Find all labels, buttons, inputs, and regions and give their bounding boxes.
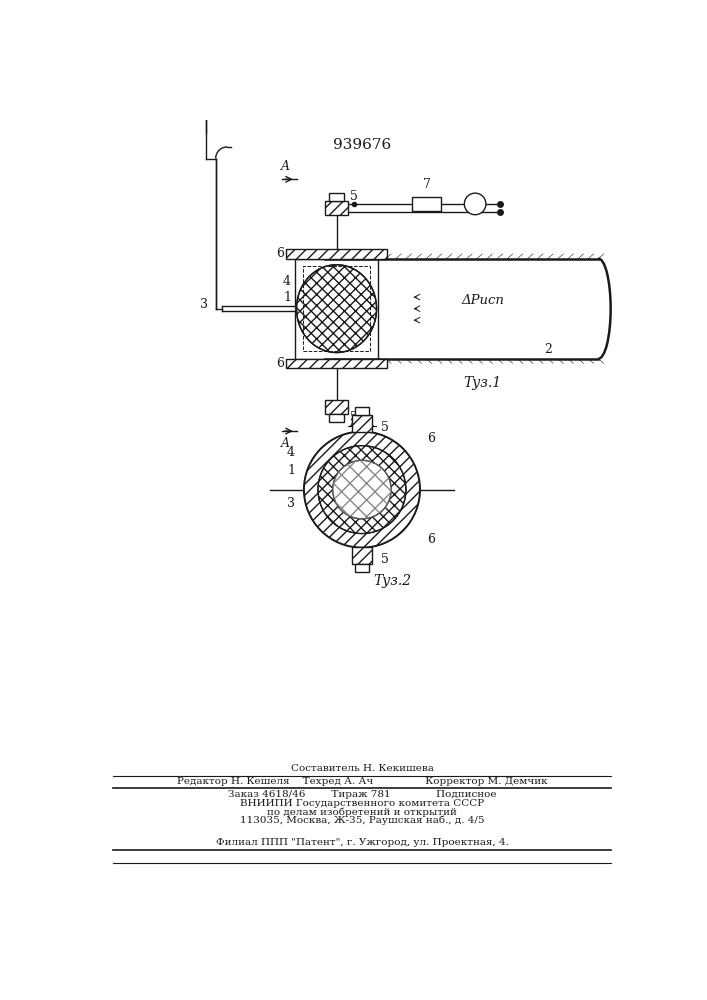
Text: ΔPисп: ΔPисп	[462, 294, 504, 307]
Text: 113035, Москва, Ж-35, Раушская наб., д. 4/5: 113035, Москва, Ж-35, Раушская наб., д. …	[240, 816, 484, 825]
Bar	[355, 407, 369, 415]
Bar	[352, 547, 372, 564]
Text: S: S	[333, 403, 340, 412]
Text: S: S	[358, 551, 366, 561]
Bar	[329, 193, 344, 201]
Bar	[325, 201, 348, 215]
Text: Τуз.1: Τуз.1	[464, 376, 502, 390]
Text: 1: 1	[283, 291, 291, 304]
Text: Редактор Н. Кешеля    Техред А. Ач                Корректор М. Демчик: Редактор Н. Кешеля Техред А. Ач Корректо…	[177, 777, 547, 786]
Bar	[295, 259, 378, 359]
Text: 6: 6	[428, 432, 436, 445]
Bar	[325, 201, 348, 215]
Circle shape	[192, 45, 221, 72]
Bar	[286, 359, 387, 368]
Text: 6: 6	[276, 357, 284, 370]
Text: A-A: A-A	[349, 415, 374, 429]
Text: 5: 5	[381, 421, 389, 434]
Bar	[286, 249, 387, 259]
Text: 939676: 939676	[333, 138, 391, 152]
Text: A: A	[281, 160, 290, 173]
Text: 6: 6	[276, 247, 284, 260]
Text: 2: 2	[544, 343, 552, 356]
Text: Заказ 4618/46        Тираж 781              Подписное: Заказ 4618/46 Тираж 781 Подписное	[228, 790, 496, 799]
Text: Филиал ППП "Патент", г. Ужгород, ул. Проектная, 4.: Филиал ППП "Патент", г. Ужгород, ул. Про…	[216, 838, 508, 847]
Bar	[325, 400, 348, 414]
Text: по делам изобретений и открытий: по делам изобретений и открытий	[267, 807, 457, 817]
Text: 3: 3	[287, 497, 295, 510]
Circle shape	[464, 193, 486, 215]
Text: Τуз.2: Τуз.2	[374, 574, 411, 588]
Text: N: N	[332, 203, 341, 212]
Polygon shape	[296, 265, 377, 353]
Text: 1: 1	[287, 464, 295, 477]
Bar	[329, 414, 344, 422]
Bar	[412, 197, 441, 211]
Bar	[352, 415, 372, 432]
Circle shape	[318, 446, 406, 533]
Bar	[355, 564, 369, 572]
Text: ВНИИПИ Государственного комитета СССР: ВНИИПИ Государственного комитета СССР	[240, 799, 484, 808]
Text: N: N	[357, 418, 367, 428]
Text: 4: 4	[287, 446, 295, 459]
Bar	[352, 547, 372, 564]
Circle shape	[304, 432, 420, 547]
Text: A: A	[471, 199, 479, 209]
Text: 5: 5	[351, 190, 358, 204]
Text: 3: 3	[200, 298, 208, 311]
Circle shape	[333, 460, 391, 519]
Bar	[325, 400, 348, 414]
Text: 5: 5	[381, 553, 389, 566]
Text: Составитель Н. Кекишева: Составитель Н. Кекишева	[291, 764, 433, 773]
Text: 5: 5	[351, 411, 358, 424]
Bar	[286, 359, 387, 368]
Wedge shape	[304, 432, 420, 547]
Text: 6: 6	[428, 533, 436, 546]
Text: 4: 4	[283, 275, 291, 288]
Bar	[286, 249, 387, 259]
Text: 7: 7	[423, 178, 431, 191]
Bar	[352, 415, 372, 432]
Text: A: A	[281, 437, 290, 450]
